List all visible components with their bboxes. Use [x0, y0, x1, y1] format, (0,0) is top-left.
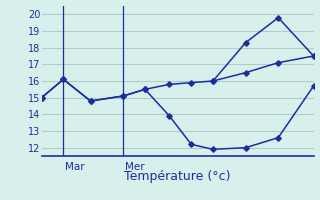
Text: Mar: Mar [65, 162, 84, 172]
Text: Mer: Mer [124, 162, 144, 172]
X-axis label: Température (°c): Température (°c) [124, 170, 231, 183]
